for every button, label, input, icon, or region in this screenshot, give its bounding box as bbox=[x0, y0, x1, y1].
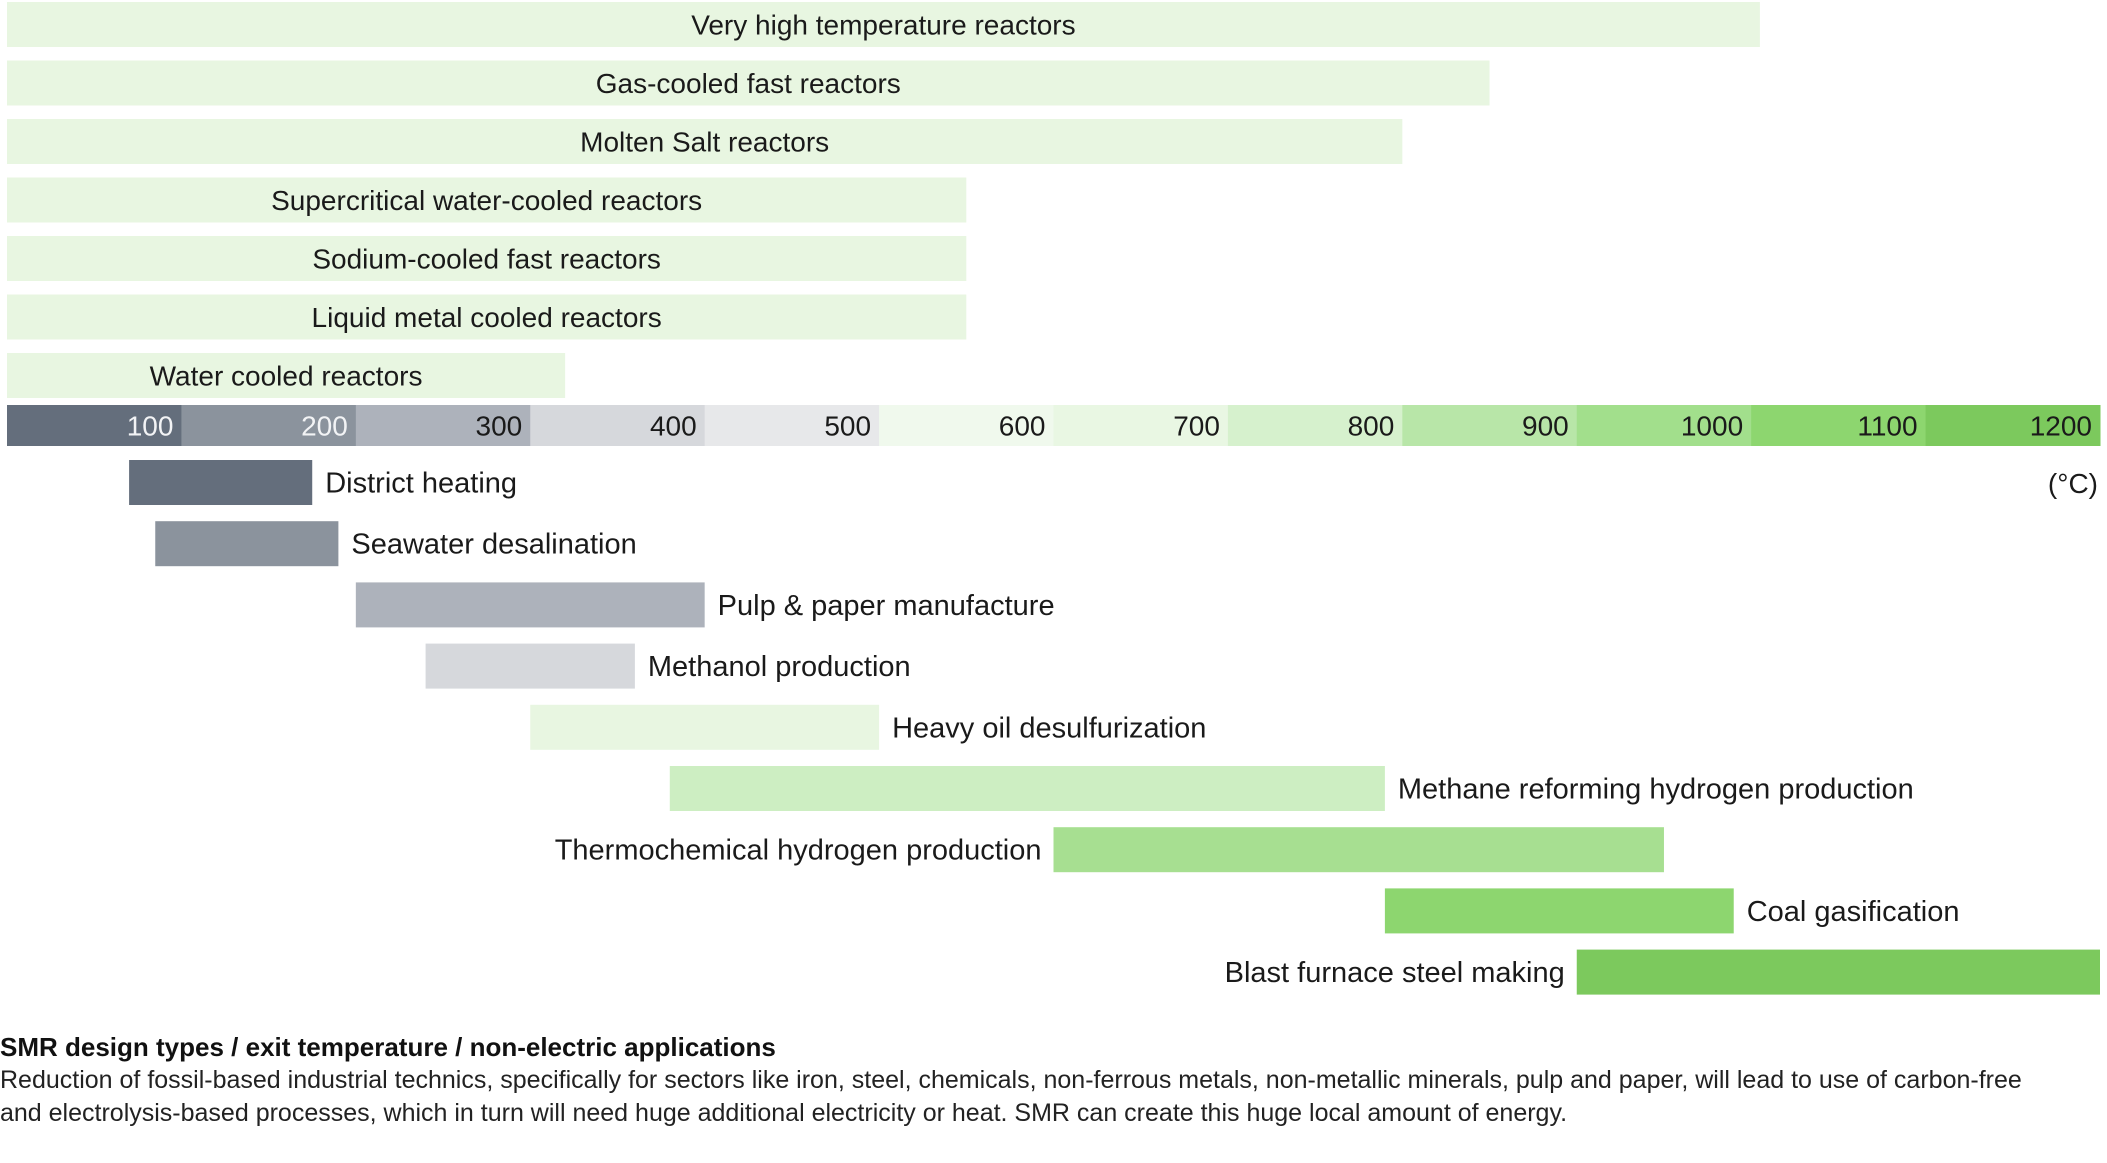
scale-tick-700: 700 bbox=[1173, 411, 1220, 442]
scale-tick-1200: 1200 bbox=[2030, 411, 2092, 442]
temperature-range-chart: Very high temperature reactors Gas-cooled… bbox=[7, 2, 2101, 995]
application-bar-methane-reforming-hydrogen-production bbox=[669, 766, 1385, 811]
application-bar-blast-furnace-steel-making bbox=[1576, 949, 2100, 995]
scale-segment-1200 bbox=[1925, 405, 2101, 446]
reactor-bar-molten-salt-reactors bbox=[7, 119, 1403, 164]
reactor-label-supercritical-water-cooled-reactors: Supercritical water-cooled reactors bbox=[271, 185, 702, 216]
scale-segment-900 bbox=[1402, 405, 1578, 446]
reactor-bar-supercritical-water-cooled-reactors bbox=[7, 177, 967, 223]
application-label-heavy-oil-desulfurization: Heavy oil desulfurization bbox=[892, 712, 1206, 744]
scale-segment-100 bbox=[7, 405, 182, 446]
scale-segment-400 bbox=[530, 405, 706, 446]
caption-body: Reduction of fossil-based industrial tec… bbox=[0, 1066, 2022, 1127]
application-label-methane-reforming-hydrogen-production: Methane reforming hydrogen production bbox=[1398, 774, 1914, 806]
scale-segment-1100 bbox=[1751, 405, 1927, 446]
scale-segment-600 bbox=[879, 405, 1054, 446]
application-bar-coal-gasification bbox=[1384, 888, 1734, 934]
caption: SMR design types / exit temperature / no… bbox=[0, 1030, 2070, 1130]
scale-tick-400: 400 bbox=[650, 411, 697, 442]
reactor-bar-water-cooled-reactors bbox=[7, 353, 566, 398]
scale-segment-200 bbox=[181, 405, 357, 446]
scale-tick-100: 100 bbox=[127, 411, 174, 442]
scale-segment-800 bbox=[1227, 405, 1403, 446]
application-bar-seawater-desalination bbox=[155, 521, 339, 567]
scale-tick-900: 900 bbox=[1522, 411, 1569, 442]
scale-segment-700 bbox=[1053, 405, 1229, 446]
scale-tick-600: 600 bbox=[999, 411, 1046, 442]
scale-segment-300 bbox=[355, 405, 531, 446]
reactor-label-water-cooled-reactors: Water cooled reactors bbox=[150, 361, 423, 392]
reactor-label-very-high-temperature-reactors: Very high temperature reactors bbox=[691, 10, 1075, 41]
application-label-pulp-and-paper-manufacture: Pulp & paper manufacture bbox=[718, 590, 1055, 622]
application-bar-heavy-oil-desulfurization bbox=[530, 704, 880, 750]
reactor-bar-very-high-temperature-reactors bbox=[7, 2, 1760, 47]
reactor-label-sodium-cooled-fast-reactors: Sodium-cooled fast reactors bbox=[312, 244, 661, 275]
reactor-label-molten-salt-reactors: Molten Salt reactors bbox=[580, 127, 829, 158]
scale-tick-300: 300 bbox=[476, 411, 523, 442]
reactor-label-liquid-metal-cooled-reactors: Liquid metal cooled reactors bbox=[312, 302, 662, 333]
application-bar-district-heating bbox=[129, 460, 313, 505]
scale-tick-1100: 1100 bbox=[1857, 411, 1917, 442]
scale-tick-1000: 1000 bbox=[1681, 411, 1743, 442]
application-label-seawater-desalination: Seawater desalination bbox=[351, 529, 636, 561]
scale-tick-200: 200 bbox=[301, 411, 348, 442]
reactor-bar-sodium-cooled-fast-reactors bbox=[7, 236, 967, 281]
application-label-blast-furnace-steel-making: Blast furnace steel making bbox=[1225, 957, 1565, 989]
application-label-thermochemical-hydrogen-production: Thermochemical hydrogen production bbox=[555, 835, 1042, 867]
scale-tick-800: 800 bbox=[1348, 411, 1395, 442]
reactor-label-gas-cooled-fast-reactors: Gas-cooled fast reactors bbox=[596, 68, 901, 99]
reactor-bar-liquid-metal-cooled-reactors bbox=[7, 294, 967, 340]
application-bar-pulp-and-paper-manufacture bbox=[355, 582, 705, 628]
unit-label: (°C) bbox=[2048, 468, 2098, 499]
temperature-scale: 100 200 300 400 500 600 700 800 900 1000 1100 1200 bbox=[7, 405, 2101, 446]
caption-title: SMR design types / exit temperature / no… bbox=[0, 1032, 776, 1062]
application-label-district-heating: District heating bbox=[325, 468, 517, 500]
reactor-bars: Very high temperature reactors Gas-cooled… bbox=[7, 2, 1760, 398]
scale-tick-500: 500 bbox=[824, 411, 871, 442]
application-label-methanol-production: Methanol production bbox=[648, 651, 911, 683]
scale-segment-500 bbox=[704, 405, 880, 446]
scale-segment-1000 bbox=[1576, 405, 1752, 446]
application-label-coal-gasification: Coal gasification bbox=[1747, 896, 1960, 928]
application-bar-methanol-production bbox=[425, 643, 635, 689]
application-bar-thermochemical-hydrogen-production bbox=[1053, 827, 1664, 873]
reactor-bar-gas-cooled-fast-reactors bbox=[7, 60, 1490, 106]
application-bars: District heating Seawater desalination Pul… bbox=[129, 460, 2100, 995]
